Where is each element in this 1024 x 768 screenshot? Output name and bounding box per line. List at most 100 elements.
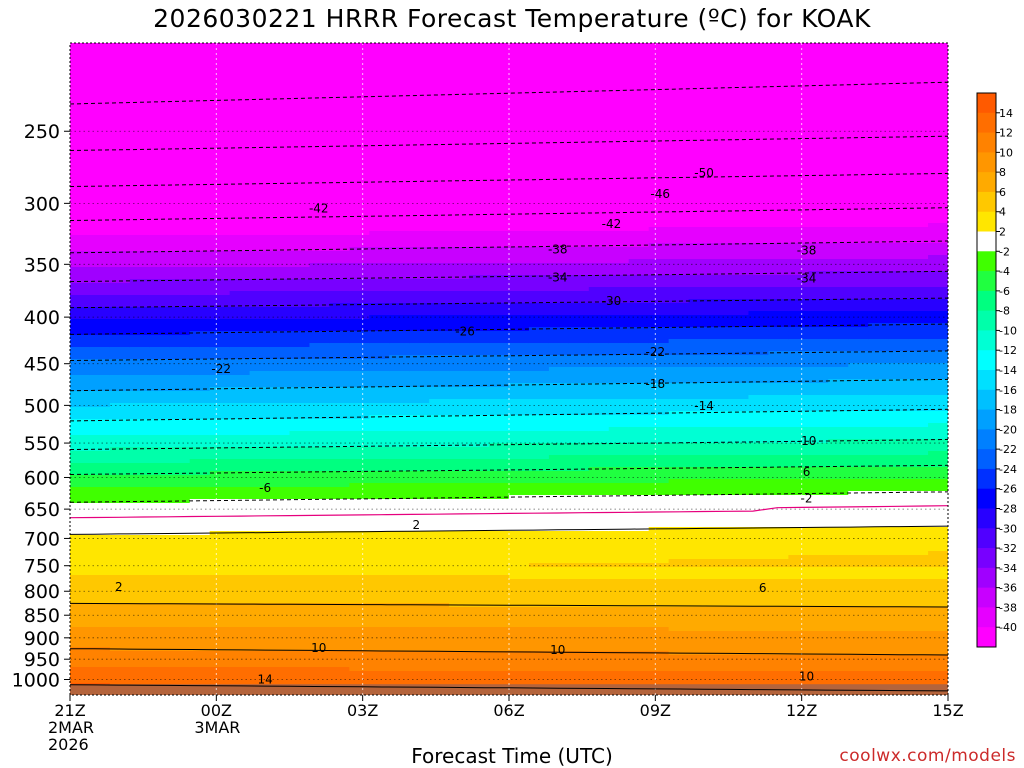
field-cell — [389, 427, 410, 432]
field-cell — [469, 311, 490, 316]
field-cell — [588, 79, 610, 84]
field-cell — [349, 155, 370, 160]
field-cell — [169, 243, 191, 248]
field-cell — [429, 671, 450, 676]
field-cell — [289, 467, 311, 472]
field-cell — [149, 579, 171, 584]
field-cell — [149, 147, 171, 152]
field-cell — [129, 99, 151, 104]
field-cell — [229, 383, 251, 388]
field-cell — [449, 83, 470, 88]
field-cell — [169, 387, 191, 392]
field-cell — [588, 259, 610, 264]
field-cell — [648, 367, 670, 372]
field-cell — [568, 383, 590, 388]
field-cell — [109, 487, 131, 492]
field-cell — [309, 467, 330, 472]
field-cell — [668, 303, 690, 308]
field-cell — [269, 535, 291, 540]
field-cell — [209, 215, 231, 220]
field-cell — [329, 639, 350, 644]
field-cell — [509, 571, 530, 576]
field-cell — [469, 75, 490, 80]
field-cell — [269, 279, 291, 284]
field-cell — [289, 459, 311, 464]
field-cell — [648, 131, 670, 136]
field-cell — [109, 51, 131, 56]
field-cell — [389, 579, 410, 584]
field-cell — [309, 515, 330, 520]
field-cell — [169, 671, 191, 676]
field-cell — [628, 207, 650, 212]
field-cell — [149, 519, 171, 524]
field-cell — [409, 523, 430, 528]
field-cell — [209, 519, 231, 524]
field-cell — [608, 187, 630, 192]
field-cell — [668, 435, 690, 440]
field-cell — [608, 247, 630, 252]
field-cell — [129, 87, 151, 92]
field-cell — [429, 83, 450, 88]
field-cell — [89, 431, 111, 436]
field-cell — [349, 327, 370, 332]
field-cell — [568, 555, 590, 560]
field-cell — [309, 175, 330, 180]
field-cell — [169, 267, 191, 272]
field-cell — [588, 71, 610, 76]
field-cell — [588, 647, 610, 652]
field-cell — [668, 335, 690, 340]
field-cell — [608, 615, 630, 620]
field-cell — [449, 523, 470, 528]
field-cell — [89, 675, 111, 680]
field-cell — [309, 595, 330, 600]
field-cell — [648, 223, 670, 228]
field-cell — [528, 171, 550, 176]
field-cell — [189, 499, 211, 504]
field-cell — [129, 651, 151, 656]
field-cell — [568, 407, 590, 412]
field-cell — [548, 71, 570, 76]
field-cell — [449, 79, 470, 84]
field-cell — [548, 331, 570, 336]
field-cell — [588, 515, 610, 520]
field-cell — [369, 519, 390, 524]
field-cell — [469, 267, 490, 272]
field-cell — [668, 227, 690, 232]
field-cell — [489, 635, 510, 640]
field-cell — [309, 523, 330, 528]
field-cell — [489, 607, 510, 612]
field-cell — [289, 211, 311, 216]
field-cell — [389, 675, 410, 680]
field-cell — [269, 219, 291, 224]
field-cell — [648, 611, 670, 616]
field-cell — [648, 103, 670, 108]
field-cell — [70, 191, 91, 196]
field-cell — [648, 303, 670, 308]
field-cell — [588, 583, 610, 588]
field-cell — [229, 647, 251, 652]
field-cell — [588, 95, 610, 100]
field-cell — [229, 155, 251, 160]
field-cell — [668, 371, 690, 376]
field-cell — [509, 475, 530, 480]
field-cell — [528, 627, 550, 632]
field-cell — [429, 327, 450, 332]
field-cell — [648, 519, 670, 524]
field-cell — [469, 491, 490, 496]
field-cell — [249, 47, 271, 52]
field-cell — [349, 219, 370, 224]
field-cell — [409, 511, 430, 516]
field-cell — [269, 663, 291, 668]
field-cell — [269, 59, 291, 64]
field-cell — [588, 531, 610, 536]
field-cell — [309, 223, 330, 228]
field-cell — [568, 347, 590, 352]
field-cell — [409, 199, 430, 204]
field-cell — [489, 107, 510, 112]
field-cell — [229, 623, 251, 628]
field-cell — [548, 339, 570, 344]
field-cell — [568, 635, 590, 640]
field-cell — [309, 243, 330, 248]
field-cell — [548, 151, 570, 156]
field-cell — [489, 147, 510, 152]
